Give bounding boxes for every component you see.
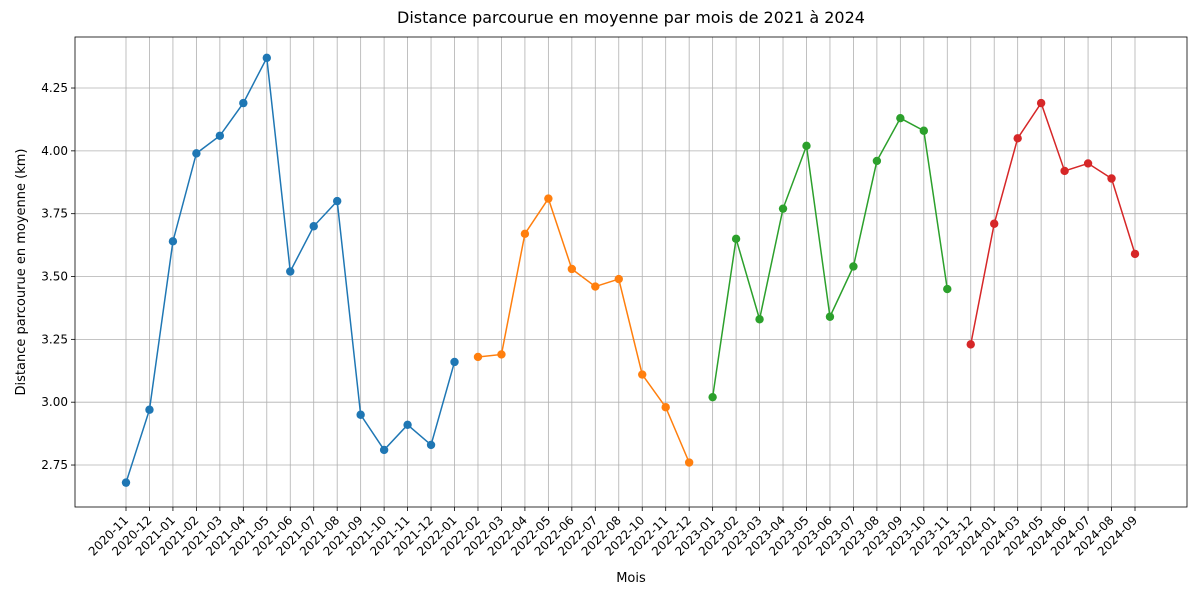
data-point <box>450 357 459 367</box>
y-tick-label: 3.50 <box>41 270 68 284</box>
data-point <box>943 284 952 294</box>
data-point <box>778 204 788 213</box>
data-point <box>755 315 764 324</box>
data-point <box>1013 134 1022 143</box>
data-point <box>262 53 271 63</box>
data-point <box>872 156 882 166</box>
data-point <box>497 350 506 359</box>
data-point <box>192 149 201 158</box>
data-point <box>1107 174 1116 183</box>
data-point <box>356 410 365 419</box>
y-axis-label: Distance parcourue en moyenne (km) <box>14 149 29 396</box>
data-point <box>638 370 647 379</box>
data-point <box>661 403 670 412</box>
y-tick-label: 3.25 <box>41 332 68 346</box>
y-tick-label: 4.25 <box>41 81 68 95</box>
data-point <box>286 267 295 276</box>
data-point <box>520 229 530 238</box>
data-point <box>121 478 131 487</box>
x-axis-label: Mois <box>616 571 646 586</box>
data-point <box>426 440 436 450</box>
data-point <box>332 196 342 206</box>
series-line <box>970 101 1136 345</box>
data-point <box>919 126 929 135</box>
data-point <box>168 237 178 246</box>
data-point <box>1130 249 1140 259</box>
data-point <box>708 392 717 402</box>
data-point <box>309 222 318 231</box>
data-point <box>215 131 225 140</box>
data-point <box>1060 166 1069 176</box>
data-point <box>544 194 553 203</box>
data-point <box>379 445 389 455</box>
data-point <box>684 458 694 467</box>
chart-title: Distance parcourue en moyenne par mois d… <box>397 8 865 27</box>
y-tick-label: 4.00 <box>41 144 68 158</box>
data-point <box>403 420 412 430</box>
data-point <box>1083 159 1093 168</box>
data-point <box>473 352 483 362</box>
y-tick-label: 3.75 <box>41 207 68 221</box>
data-point <box>896 113 905 123</box>
data-point <box>145 405 154 414</box>
data-point <box>802 141 811 151</box>
data-point <box>1036 98 1046 108</box>
data-point <box>239 98 248 108</box>
data-point <box>591 282 600 291</box>
data-point <box>990 219 999 228</box>
y-tick-label: 3.00 <box>41 395 68 409</box>
data-point <box>825 312 835 321</box>
data-point <box>966 340 975 349</box>
data-point <box>614 274 623 284</box>
data-point <box>731 234 741 244</box>
data-point <box>567 264 577 274</box>
data-point <box>849 262 858 271</box>
y-tick-label: 2.75 <box>41 458 68 472</box>
series-line <box>477 196 690 463</box>
plot-frame <box>74 36 1188 508</box>
